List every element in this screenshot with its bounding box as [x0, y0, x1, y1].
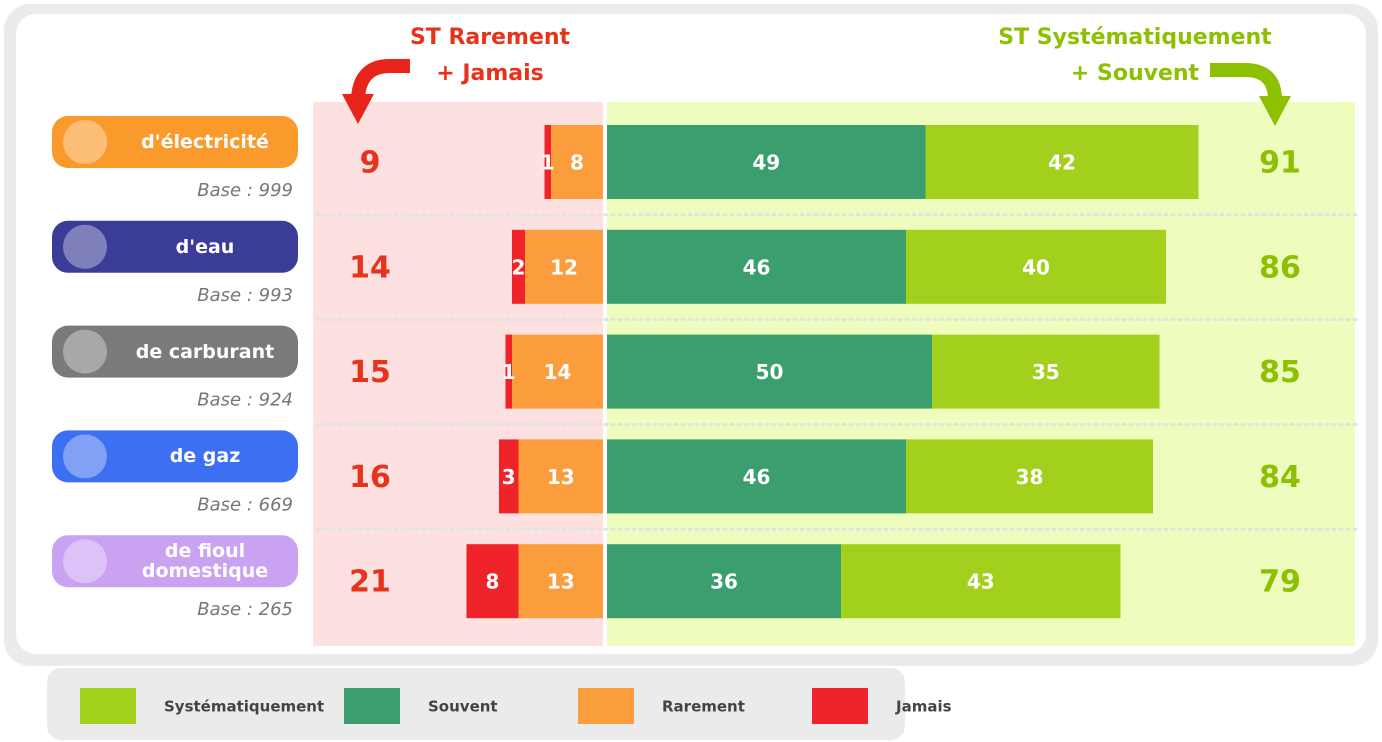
- base-label: Base : 999: [197, 180, 293, 201]
- total-label: 86: [1259, 250, 1301, 285]
- bar-value-label: 13: [547, 465, 575, 489]
- base-label: Base : 265: [197, 599, 293, 620]
- category-label: d'électricité: [141, 131, 269, 153]
- total-label: 16: [349, 460, 391, 495]
- bar-segment: [607, 125, 926, 199]
- bar-segment: [505, 334, 512, 409]
- bar-value-label: 49: [752, 151, 780, 175]
- category-label: de gaz: [169, 445, 241, 468]
- bar-segment: [607, 229, 906, 304]
- legend-box: [47, 668, 905, 740]
- legend-label: Systématiquement: [164, 698, 324, 716]
- bar-segment: [932, 334, 1160, 409]
- bar-segment: [607, 334, 932, 409]
- total-label: 85: [1259, 355, 1301, 390]
- bar-value-label: 3: [502, 465, 516, 489]
- bar-segment: [551, 125, 603, 199]
- category-icon: [63, 224, 107, 269]
- bar-value-label: 1: [541, 151, 555, 175]
- bar-value-label: 38: [1016, 465, 1044, 489]
- legend-swatch: [80, 688, 136, 724]
- legend-swatch: [344, 688, 400, 724]
- category-label: d'eau: [175, 235, 235, 258]
- category-label: de carburant: [135, 340, 275, 363]
- total-label: 14: [349, 250, 391, 285]
- bar-segment: [544, 125, 551, 199]
- bar-segment: [906, 229, 1166, 304]
- total-label: 79: [1259, 565, 1301, 600]
- bar-segment: [925, 125, 1199, 199]
- left-arrow: [351, 59, 410, 99]
- bar-segment: [512, 334, 603, 409]
- total-heading: + Jamais: [436, 61, 544, 86]
- legend-label: Rarement: [662, 698, 745, 716]
- category-icon: [63, 120, 107, 164]
- bar-value-label: 40: [1022, 255, 1050, 279]
- category-pill: [52, 430, 298, 483]
- category-pill: [52, 220, 298, 273]
- bar-segment: [607, 439, 906, 514]
- legend-label: Jamais: [895, 698, 952, 716]
- total-heading: ST Systématiquement: [998, 25, 1272, 50]
- bar-value-label: 46: [743, 465, 771, 489]
- total-label: 84: [1259, 460, 1301, 495]
- legend-swatch: [812, 688, 868, 724]
- bar-value-label: 1: [502, 360, 516, 384]
- category-icon: [63, 539, 107, 584]
- bar-value-label: 8: [570, 151, 584, 175]
- bar-value-label: 42: [1048, 151, 1076, 175]
- total-heading: ST Rarement: [410, 25, 571, 50]
- category-label: de fioul domestique: [141, 540, 269, 583]
- bar-value-label: 8: [486, 570, 500, 594]
- bar-value-label: 35: [1032, 360, 1060, 384]
- bar-value-label: 43: [967, 570, 995, 594]
- base-label: Base : 669: [197, 494, 293, 515]
- category-icon: [63, 329, 107, 374]
- bar-value-label: 14: [544, 360, 572, 384]
- bar-segment: [466, 544, 519, 619]
- bar-segment: [841, 544, 1121, 619]
- bar-segment: [525, 229, 603, 304]
- total-label: 15: [349, 355, 391, 390]
- right-arrow-head: [1259, 96, 1291, 126]
- bar-segment: [499, 439, 519, 514]
- right-arrow: [1210, 63, 1282, 101]
- left-arrow-head: [342, 94, 374, 124]
- legend-label: Souvent: [428, 698, 498, 716]
- total-label: 91: [1259, 146, 1301, 181]
- category-pill: [52, 535, 298, 588]
- bar-value-label: 36: [710, 570, 738, 594]
- base-label: Base : 993: [197, 285, 293, 306]
- category-pill: [52, 116, 298, 168]
- category-pill: [52, 325, 298, 378]
- bar-segment: [906, 439, 1153, 514]
- legend-swatch: [578, 688, 634, 724]
- bar-segment: [607, 544, 841, 619]
- base-label: Base : 924: [197, 390, 293, 411]
- bar-value-label: 12: [550, 255, 578, 279]
- bar-value-label: 2: [512, 255, 526, 279]
- bar-segment: [518, 439, 603, 514]
- category-icon: [63, 434, 107, 479]
- bar-value-label: 13: [547, 570, 575, 594]
- bar-value-label: 46: [743, 255, 771, 279]
- bar-segment: [512, 229, 525, 304]
- total-label: 9: [360, 146, 381, 181]
- bar-value-label: 50: [756, 360, 784, 384]
- bar-segment: [518, 544, 603, 619]
- total-heading: + Souvent: [1071, 61, 1200, 86]
- total-label: 21: [349, 565, 391, 600]
